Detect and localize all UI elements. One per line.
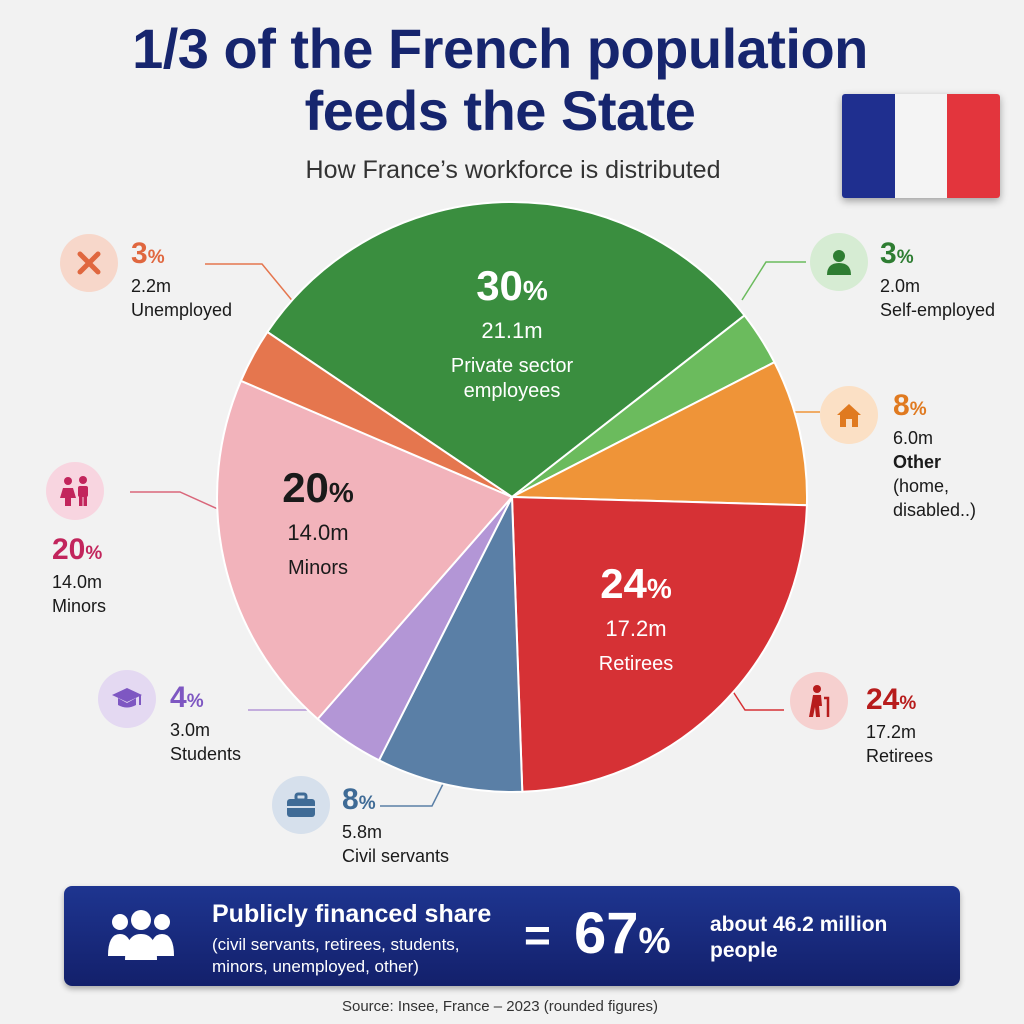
children-icon <box>46 462 104 520</box>
callout-pct: 3% <box>131 237 165 270</box>
inside-label-text: Private sector <box>451 355 574 377</box>
banner-equals: = <box>524 909 551 961</box>
leader-line-unemployed <box>205 263 296 305</box>
briefcase-icon <box>272 776 330 834</box>
callout-minors: 20% 14.0m Minors <box>52 534 106 618</box>
callout-pct: 8% <box>893 389 927 422</box>
callout-civil-servants: 8% 5.8m Civil servants <box>342 784 449 868</box>
flag-blue-band <box>842 94 895 198</box>
flag-red-band <box>947 94 1000 198</box>
leader-line-minors <box>130 491 221 511</box>
callout-students: 4% 3.0m Students <box>170 682 241 766</box>
callout-pct: 4% <box>170 681 204 714</box>
callout-self-employed: 3% 2.0m Self-employed <box>880 238 995 322</box>
person-icon <box>810 233 868 291</box>
callout-label: Other <box>893 452 942 472</box>
callout-value: 6.0m <box>893 428 934 448</box>
banner-people: about 46.2 million people <box>710 913 888 962</box>
callout-label: Unemployed <box>131 300 233 320</box>
pie-slices <box>216 200 808 793</box>
leader-line-civil-servants <box>380 777 447 807</box>
callout-value: 2.2m <box>131 276 172 296</box>
graduation-cap-icon <box>98 670 156 728</box>
pie-slice-minors <box>216 379 514 721</box>
page-title: 1/3 of the French population feeds the S… <box>0 18 1000 142</box>
inside-label-value: 21.1m <box>481 318 542 343</box>
summary-banner: Publicly financed share (civil servants,… <box>64 886 960 986</box>
callout-pct: 3% <box>880 237 914 270</box>
inside-label-text: Minors <box>288 557 348 579</box>
callout-retirees: 24% 17.2m Retirees <box>866 684 933 768</box>
pie-slice-private-sector-employees <box>266 200 746 499</box>
pie-slice-retirees <box>510 495 808 793</box>
callout-unemployed: 3% 2.2m Unemployed <box>131 238 232 322</box>
callout-label: Civil servants <box>342 846 450 866</box>
french-flag <box>842 94 1000 198</box>
page-subtitle: How France’s workforce is distributed <box>305 156 721 184</box>
flag-white-band <box>894 94 948 198</box>
callout-label-line-2: (home, <box>893 476 950 496</box>
x-icon <box>60 234 118 292</box>
callout-value: 2.0m <box>880 276 921 296</box>
callout-pct: 8% <box>342 783 376 816</box>
house-icon <box>820 386 878 444</box>
banner-title: Publicly financed share <box>212 900 492 928</box>
inside-label-value: 14.0m <box>287 520 348 545</box>
callout-other: 8% 6.0m Other (home, disabled..) <box>893 390 976 522</box>
callout-value: 5.8m <box>342 822 383 842</box>
inside-label-pct: 30% <box>476 262 548 309</box>
leader-line-self-employed <box>741 261 806 301</box>
inside-label-text: employees <box>464 380 561 402</box>
callout-label: Minors <box>52 596 107 616</box>
elderly-icon <box>790 672 848 730</box>
banner-value: 67% <box>574 901 671 966</box>
callout-label: Retirees <box>866 746 934 766</box>
pie-slice-civil-servants <box>377 496 524 793</box>
title-line-2: feeds the State <box>304 79 696 142</box>
callout-pct: 24% <box>866 683 917 716</box>
callout-label: Students <box>170 744 242 764</box>
callout-value: 14.0m <box>52 572 103 592</box>
callout-pct: 20% <box>52 533 103 566</box>
leader-line-retirees <box>731 689 784 711</box>
callout-label: Self-employed <box>880 300 996 320</box>
pie-slice-unemployed <box>239 330 513 498</box>
title-line-1: 1/3 of the French population <box>132 17 868 80</box>
pie-slice-other-home-disabled <box>511 360 808 507</box>
inside-label-text: Retirees <box>599 653 673 675</box>
inside-label-value: 17.2m <box>605 616 666 641</box>
group-icon <box>108 910 174 960</box>
banner-detail: (civil servants, retirees, students, min… <box>212 935 460 976</box>
callout-value: 3.0m <box>170 720 211 740</box>
callout-label-line-3: disabled..) <box>893 500 977 520</box>
callout-value: 17.2m <box>866 722 917 742</box>
source-note: Source: Insee, France – 2023 (rounded fi… <box>341 998 659 1015</box>
leader-lines <box>130 261 820 807</box>
